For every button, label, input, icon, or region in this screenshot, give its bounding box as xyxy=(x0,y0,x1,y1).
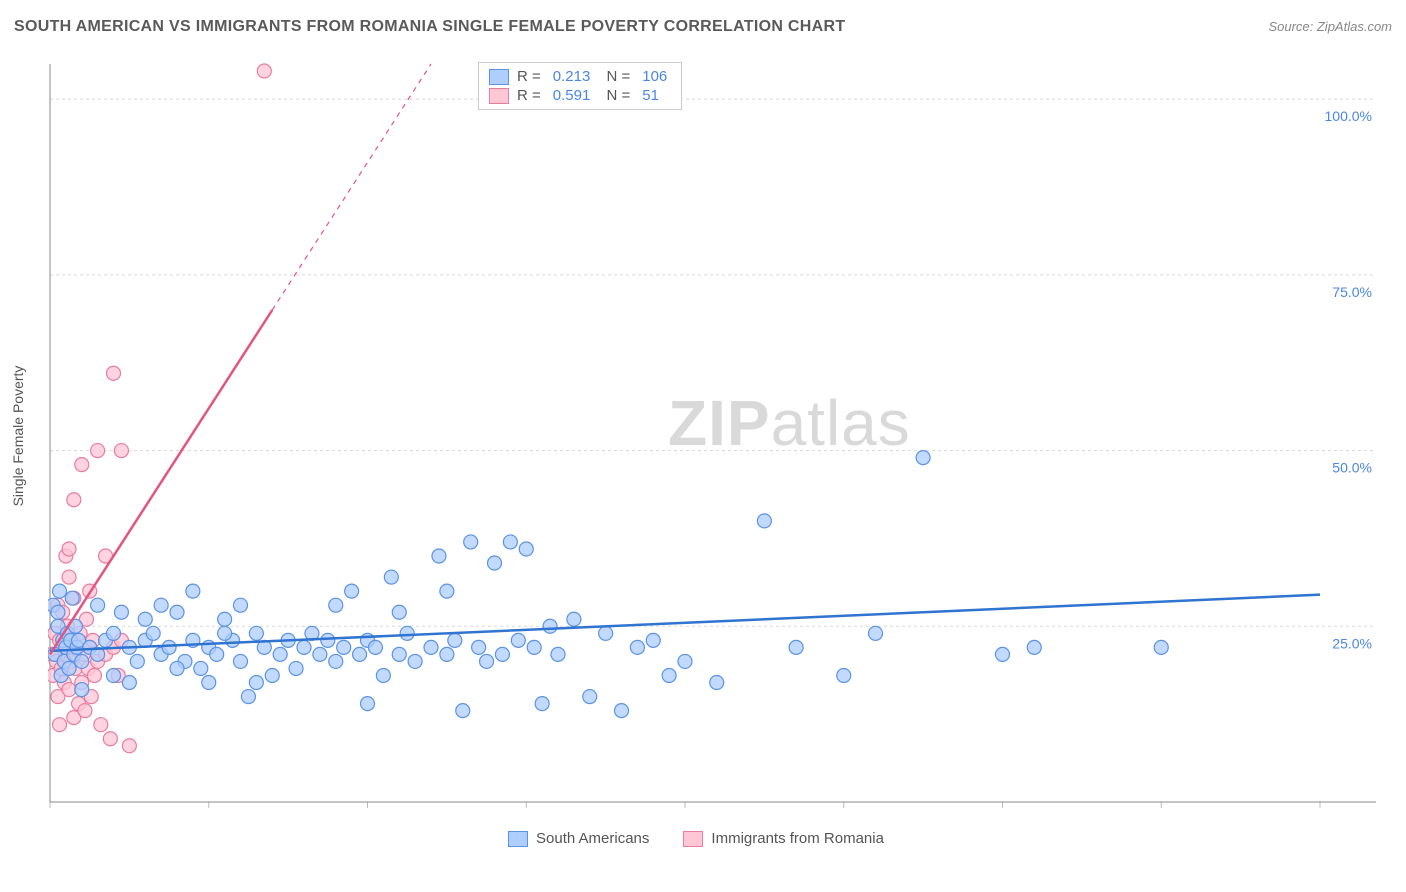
bottom-legend: South Americans Immigrants from Romania xyxy=(508,830,884,847)
chart-title: SOUTH AMERICAN VS IMMIGRANTS FROM ROMANI… xyxy=(14,18,845,36)
scatter-plot: 25.0%50.0%75.0%100.0%0.0%80.0% xyxy=(48,56,1378,816)
svg-text:75.0%: 75.0% xyxy=(1332,284,1372,300)
n-value-1: 106 xyxy=(642,68,667,85)
r-value-1: 0.213 xyxy=(553,68,591,85)
header: SOUTH AMERICAN VS IMMIGRANTS FROM ROMANI… xyxy=(14,18,1392,36)
swatch-series-1 xyxy=(489,69,509,85)
stats-row-series-1: R =0.213 N =106 xyxy=(489,67,671,86)
y-axis-label: Single Female Poverty xyxy=(10,366,26,507)
legend-swatch-2 xyxy=(683,831,703,847)
svg-text:25.0%: 25.0% xyxy=(1332,635,1372,651)
legend-label-2: Immigrants from Romania xyxy=(711,830,884,847)
stats-row-series-2: R =0.591 N =51 xyxy=(489,86,671,105)
n-value-2: 51 xyxy=(642,87,659,104)
legend-label-1: South Americans xyxy=(536,830,649,847)
stats-box: R =0.213 N =106 R =0.591 N =51 xyxy=(478,62,682,110)
svg-text:100.0%: 100.0% xyxy=(1325,108,1372,124)
legend-swatch-1 xyxy=(508,831,528,847)
source-label: Source: ZipAtlas.com xyxy=(1268,19,1392,34)
svg-text:50.0%: 50.0% xyxy=(1332,460,1372,476)
r-value-2: 0.591 xyxy=(553,87,591,104)
chart-area: Single Female Poverty 25.0%50.0%75.0%100… xyxy=(48,56,1378,816)
swatch-series-2 xyxy=(489,88,509,104)
